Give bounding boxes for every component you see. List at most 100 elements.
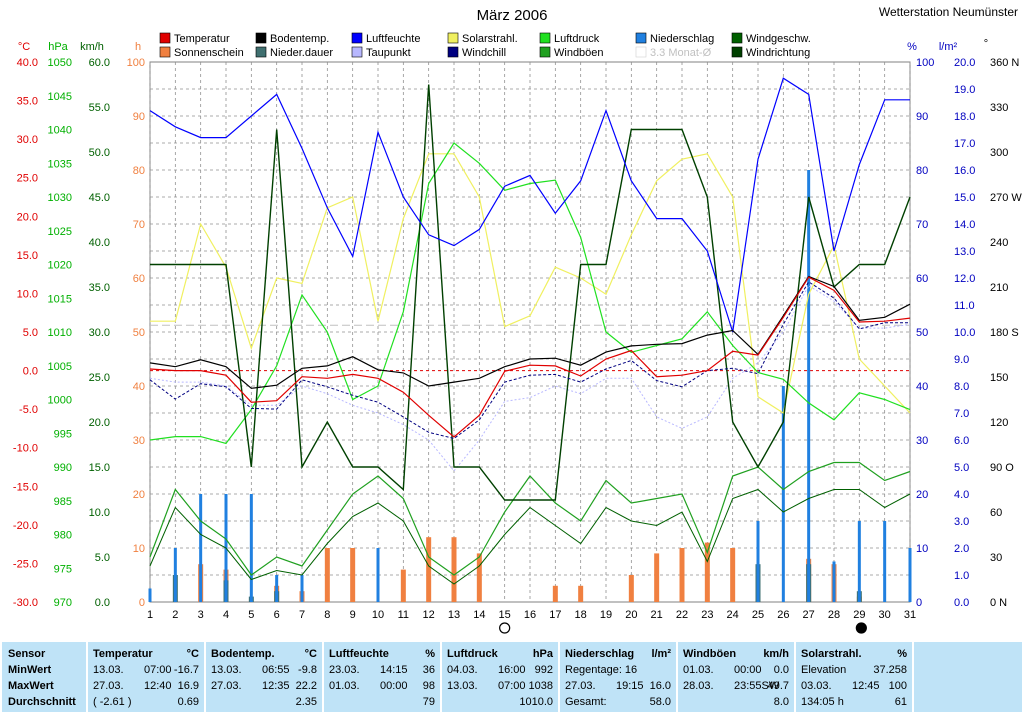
x-tick-label: 10: [372, 609, 384, 621]
cell-value: 100: [888, 680, 907, 692]
axis-tick-label: 12.0: [954, 273, 975, 285]
axis-unit-label: hPa: [48, 41, 68, 53]
axis-tick-label: -30.0: [13, 597, 38, 609]
legend-item: Sonnenschein: [159, 46, 244, 59]
axis-tick-label: 0.0: [954, 597, 969, 609]
cell-value: 16.9: [177, 680, 199, 692]
axis-tick-label: 0.0: [95, 597, 110, 609]
axis-tick-label: 975: [54, 563, 72, 575]
x-tick-label: 25: [752, 609, 764, 621]
summary-section: Solarstrahl.% Elevation 37.258 03.03. 12:45 1…: [796, 642, 912, 712]
section-title: Solarstrahl.: [801, 648, 862, 660]
x-tick-label: 30: [879, 609, 891, 621]
sensor-header: Sensor: [8, 648, 46, 660]
x-tick-label: 28: [828, 609, 840, 621]
axis-tick-label: 40: [133, 381, 145, 393]
axis-tick-label: 0.0: [23, 366, 38, 378]
precipitation-bar: [249, 494, 253, 602]
section-title: Luftfeuchte: [329, 648, 389, 660]
x-tick-label: 23: [701, 609, 713, 621]
cell-time: 12:35: [262, 680, 290, 692]
axis-tick-label: 2.0: [954, 543, 969, 555]
cell-date: 03.03.: [801, 680, 832, 692]
section-unit: km/h: [763, 648, 789, 660]
precipitation-bar: [781, 386, 785, 602]
axis-tick-label: 11.0: [954, 300, 975, 312]
legend-swatch: [159, 46, 171, 58]
legend-swatch: [539, 32, 551, 44]
legend-swatch: [731, 46, 743, 58]
summary-table: Sensor MinWert MaxWert Durchschnitt Temperat…: [0, 640, 1024, 712]
cell-value: 1010.0: [519, 696, 553, 708]
summary-section: Sensor MinWert MaxWert Durchschnitt: [2, 642, 86, 712]
axis-tick-label: 90 O: [990, 462, 1014, 474]
x-tick-label: 4: [223, 609, 229, 621]
series-line-windchill: [149, 281, 910, 440]
legend-item: Temperatur: [159, 32, 230, 45]
axis-tick-label: 10.0: [954, 327, 975, 339]
axis-tick-label: -15.0: [13, 481, 38, 493]
cell-time: 12:45: [852, 680, 880, 692]
axis-tick-label: -5.0: [19, 404, 38, 416]
series-line-luftdruck: [149, 142, 911, 445]
legend-swatch: [447, 46, 459, 58]
sensor-row-label: Durchschnitt: [8, 696, 76, 708]
axis-tick-label: 1000: [48, 395, 72, 407]
cell-time: 07:00: [144, 664, 172, 676]
axis-tick-label: 1050: [48, 57, 72, 69]
axis-tick-label: 20.0: [17, 211, 38, 223]
cell-time: 23:55SW: [734, 680, 780, 692]
axis-tick-label: 100: [916, 57, 934, 69]
x-tick-label: 5: [248, 609, 254, 621]
section-unit: %: [897, 648, 907, 660]
cell-time: 16:00: [498, 664, 526, 676]
x-tick-label: 1: [147, 609, 153, 621]
cell-date: 01.03.: [683, 664, 714, 676]
section-title: Bodentemp.: [211, 648, 275, 660]
series-line-bodentemp: [149, 275, 911, 389]
axis-tick-label: 17.0: [954, 138, 975, 150]
sunshine-bar: [324, 548, 330, 602]
legend-swatch: [635, 32, 647, 44]
sunshine-bar: [654, 553, 660, 602]
legend-label: Niederschlag: [650, 33, 714, 45]
cell-time: 19:15: [616, 680, 644, 692]
x-tick-label: 31: [904, 609, 916, 621]
axis-unit-label: %: [907, 41, 917, 53]
summary-section: Luftdruck hPa 04.03. 16:00 992 13.03. 07:00 103…: [442, 642, 558, 712]
section-unit: l/m²: [651, 648, 671, 660]
precipitation-bar: [173, 548, 177, 602]
axis-tick-label: 990: [54, 462, 72, 474]
summary-section: Niederschlag l/m² Regentage: 16 27.03. 19:15…: [560, 642, 676, 712]
axis-tick-label: 300: [990, 147, 1008, 159]
x-tick-label: 13: [448, 609, 460, 621]
sunshine-bar: [679, 548, 685, 602]
sensor-row-label: MaxWert: [8, 680, 54, 692]
cell-value: 98: [422, 680, 435, 692]
axis-tick-label: 40.0: [89, 237, 110, 249]
axis-tick-label: 330: [990, 102, 1008, 114]
axis-tick-label: 210: [990, 282, 1008, 294]
sunshine-bar: [400, 569, 406, 602]
legend-item: Niederschlag: [635, 32, 714, 45]
axis-tick-label: 40: [916, 381, 928, 393]
cell-date: 27.03.: [93, 680, 124, 692]
legend-swatch: [255, 46, 267, 58]
axis-tick-label: 80: [133, 165, 145, 177]
legend-label: Windrichtung: [746, 47, 810, 59]
x-tick-label: 12: [423, 609, 435, 621]
x-tick-label: 15: [499, 609, 511, 621]
legend-label: Nieder.dauer: [270, 47, 333, 59]
section-unit: °C: [186, 648, 199, 660]
cell-date: Regentage: 16: [565, 664, 638, 676]
cell-time: 00:00: [380, 680, 408, 692]
summary-section: Temperatur °C 13.03. 07:00 -16.7 27.03. 12:40 1…: [88, 642, 204, 712]
cell-date: 27.03.: [211, 680, 242, 692]
x-tick-label: 16: [524, 609, 536, 621]
cell-value: 8.0: [773, 696, 789, 708]
legend-swatch: [159, 32, 171, 44]
legend-item: Luftdruck: [539, 32, 600, 45]
x-tick-label: 7: [299, 609, 305, 621]
axis-tick-label: 20.0: [89, 417, 110, 429]
legend-label: Temperatur: [174, 33, 230, 45]
